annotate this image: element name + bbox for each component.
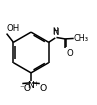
- Text: +: +: [33, 81, 38, 87]
- Text: CH₃: CH₃: [74, 34, 89, 43]
- Text: O: O: [66, 49, 73, 58]
- Text: N: N: [27, 81, 34, 90]
- Text: O: O: [40, 84, 47, 93]
- Text: ⁻O: ⁻O: [19, 84, 31, 93]
- Text: H: H: [53, 27, 58, 35]
- Text: OH: OH: [6, 24, 19, 33]
- Text: N: N: [52, 28, 59, 37]
